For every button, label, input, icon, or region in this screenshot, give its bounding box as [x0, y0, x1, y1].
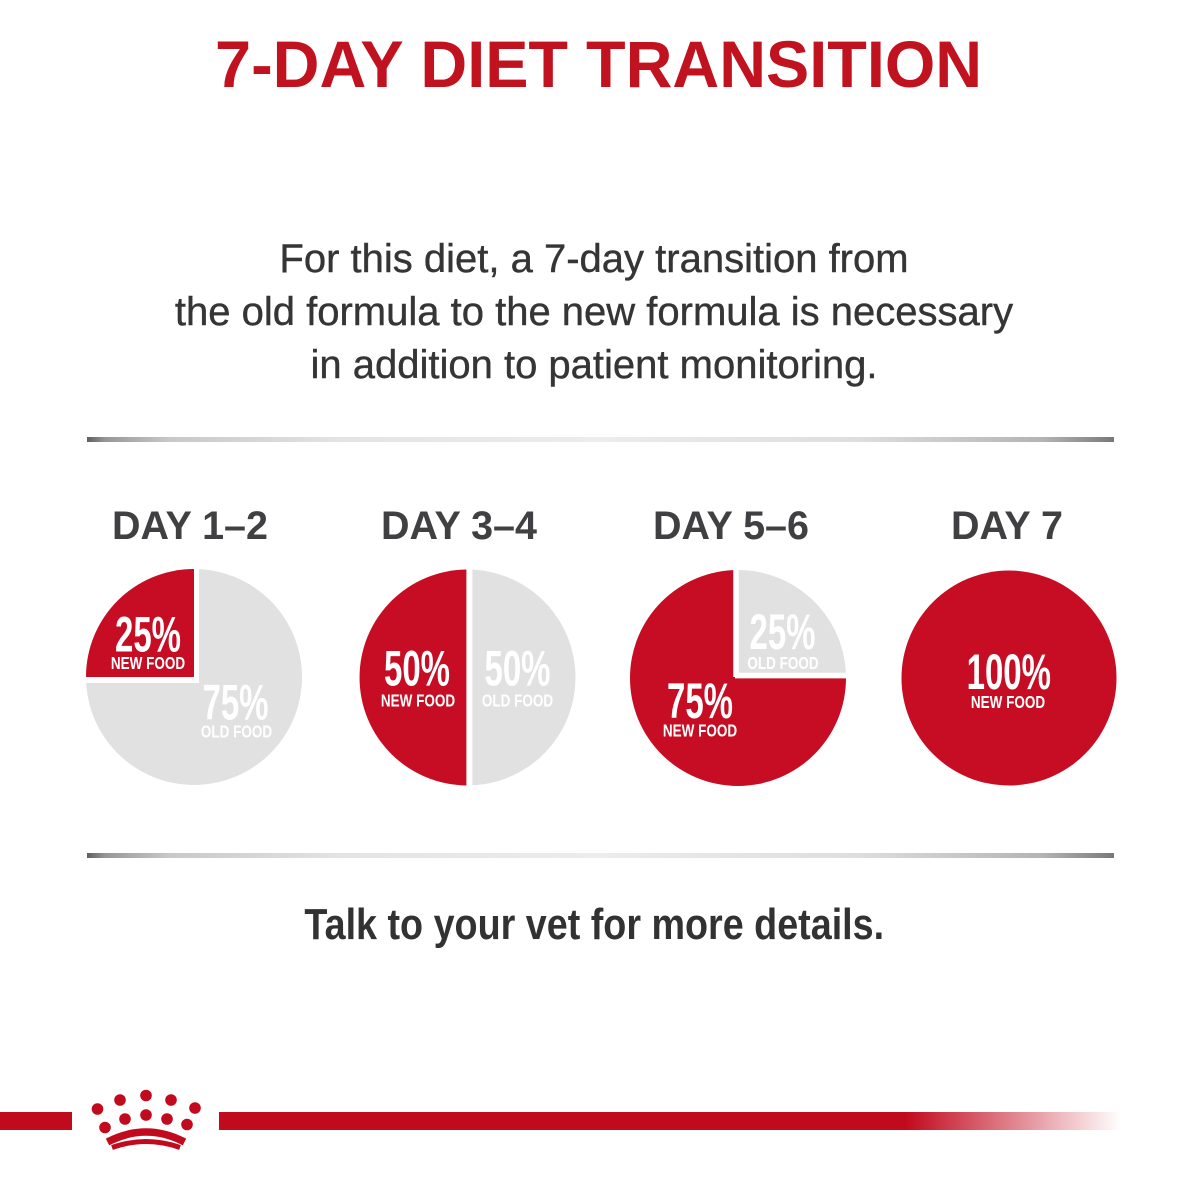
svg-text:NEW FOOD: NEW FOOD [971, 693, 1045, 712]
svg-text:25%: 25% [749, 604, 815, 659]
svg-text:25%: 25% [115, 607, 181, 662]
svg-text:OLD FOOD: OLD FOOD [482, 692, 553, 711]
svg-text:50%: 50% [484, 641, 550, 696]
svg-text:NEW FOOD: NEW FOOD [663, 722, 737, 741]
svg-text:100%: 100% [967, 644, 1051, 699]
svg-text:NEW FOOD: NEW FOOD [381, 692, 455, 711]
svg-text:50%: 50% [384, 641, 450, 696]
svg-text:75%: 75% [202, 675, 268, 730]
svg-text:75%: 75% [667, 673, 733, 728]
svg-text:NEW FOOD: NEW FOOD [111, 654, 185, 673]
svg-text:OLD FOOD: OLD FOOD [201, 723, 272, 742]
svg-text:OLD FOOD: OLD FOOD [747, 654, 818, 673]
